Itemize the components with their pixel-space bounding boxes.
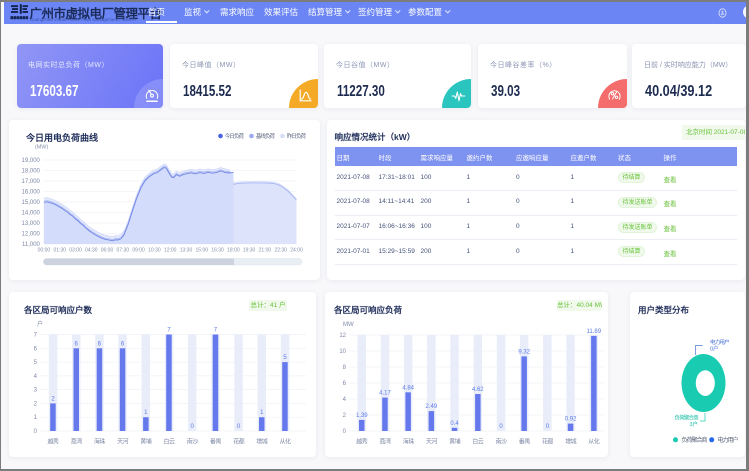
- svg-text:6: 6: [97, 341, 101, 347]
- svg-text:12,000: 12,000: [21, 231, 40, 237]
- svg-text:南沙: 南沙: [186, 438, 198, 446]
- svg-text:天河: 天河: [426, 438, 438, 446]
- svg-text:0: 0: [499, 424, 503, 430]
- svg-text:白云: 白云: [163, 438, 175, 446]
- svg-text:04:30: 04:30: [85, 247, 98, 253]
- svg-text:2: 2: [51, 396, 55, 402]
- svg-text:19,000: 19,000: [21, 158, 40, 164]
- svg-text:12: 12: [339, 333, 346, 339]
- svg-text:21:00: 21:00: [258, 247, 271, 253]
- svg-text:番禺: 番禺: [519, 439, 531, 446]
- svg-text:(MW): (MW): [34, 144, 48, 150]
- svg-text:荔湾: 荔湾: [70, 438, 82, 446]
- svg-text:黄埔: 黄埔: [140, 438, 152, 446]
- svg-text:南沙: 南沙: [495, 438, 507, 446]
- svg-text:19:30: 19:30: [242, 247, 255, 253]
- svg-text:18:00: 18:00: [227, 247, 240, 253]
- svg-text:13:30: 13:30: [179, 247, 192, 253]
- svg-text:0: 0: [190, 424, 194, 430]
- svg-text:24:00: 24:00: [290, 247, 303, 253]
- svg-text:负荷聚合商: 负荷聚合商: [674, 414, 699, 422]
- svg-text:基线负荷: 基线负荷: [255, 132, 275, 140]
- svg-text:MW: MW: [343, 322, 354, 328]
- svg-text:花都: 花都: [233, 438, 245, 446]
- svg-text:17,000: 17,000: [21, 179, 40, 185]
- svg-text:海珠: 海珠: [93, 438, 105, 446]
- svg-text:3户: 3户: [689, 420, 698, 428]
- svg-text:0户: 0户: [710, 345, 719, 353]
- svg-text:黄埔: 黄埔: [449, 438, 461, 446]
- svg-text:15,000: 15,000: [21, 200, 40, 206]
- svg-text:今日负荷: 今日负荷: [224, 132, 244, 140]
- svg-text:0: 0: [546, 424, 550, 430]
- svg-text:越秀: 越秀: [356, 438, 368, 446]
- svg-text:负荷聚合商: 负荷聚合商: [682, 436, 708, 444]
- svg-text:4.84: 4.84: [402, 385, 414, 391]
- svg-text:6: 6: [120, 341, 124, 347]
- svg-text:天河: 天河: [117, 438, 129, 446]
- svg-text:18,000: 18,000: [21, 168, 40, 174]
- svg-text:从化: 从化: [279, 438, 291, 446]
- svg-text:7: 7: [167, 328, 171, 334]
- svg-text:6: 6: [33, 346, 37, 352]
- svg-text:海珠: 海珠: [403, 438, 415, 446]
- svg-text:从化: 从化: [588, 438, 600, 446]
- svg-text:12:00: 12:00: [163, 247, 176, 253]
- svg-text:2.49: 2.49: [426, 404, 438, 410]
- svg-text:13,000: 13,000: [21, 221, 40, 227]
- svg-text:1.39: 1.39: [356, 413, 368, 419]
- svg-text:01:30: 01:30: [53, 247, 66, 253]
- svg-text:4: 4: [343, 397, 347, 403]
- svg-text:4.17: 4.17: [379, 391, 391, 397]
- svg-text:6: 6: [343, 381, 347, 387]
- svg-text:1: 1: [144, 410, 148, 416]
- svg-text:06:00: 06:00: [100, 247, 113, 253]
- svg-text:07:30: 07:30: [116, 247, 129, 253]
- svg-text:4: 4: [33, 374, 37, 380]
- svg-text:昨日负荷: 昨日负荷: [286, 132, 306, 140]
- svg-text:2: 2: [33, 401, 37, 407]
- svg-text:00:00: 00:00: [37, 247, 50, 253]
- svg-text:4.62: 4.62: [472, 387, 484, 393]
- svg-text:22:30: 22:30: [274, 247, 287, 253]
- svg-text:1: 1: [33, 415, 37, 421]
- svg-text:0: 0: [236, 424, 240, 430]
- svg-text:增城: 增城: [256, 438, 268, 446]
- svg-text:10:30: 10:30: [148, 247, 161, 253]
- svg-text:户: 户: [37, 320, 43, 328]
- svg-text:2: 2: [343, 413, 347, 419]
- svg-text:电力用户: 电力用户: [718, 436, 739, 444]
- svg-text:0: 0: [33, 429, 37, 435]
- svg-text:5: 5: [33, 360, 37, 366]
- svg-text:10: 10: [339, 349, 346, 355]
- svg-text:16:30: 16:30: [211, 247, 224, 253]
- svg-text:16,000: 16,000: [21, 189, 40, 195]
- svg-text:番禺: 番禺: [209, 439, 221, 446]
- svg-text:7: 7: [33, 333, 37, 339]
- svg-text:11,000: 11,000: [21, 242, 40, 248]
- svg-text:荔湾: 荔湾: [379, 438, 391, 446]
- svg-text:14,000: 14,000: [21, 210, 40, 216]
- svg-text:8: 8: [343, 365, 347, 371]
- svg-text:1: 1: [260, 410, 264, 416]
- svg-text:3: 3: [33, 388, 37, 394]
- svg-text:09:00: 09:00: [132, 247, 145, 253]
- svg-text:增城: 增城: [565, 438, 577, 446]
- svg-text:15:00: 15:00: [195, 247, 208, 253]
- svg-text:9.32: 9.32: [518, 349, 530, 355]
- svg-text:6: 6: [74, 341, 78, 347]
- svg-text:7: 7: [213, 328, 217, 334]
- svg-text:11.89: 11.89: [587, 329, 602, 335]
- svg-text:0.4: 0.4: [450, 421, 459, 427]
- svg-text:0: 0: [343, 429, 347, 435]
- svg-text:电力用户: 电力用户: [710, 338, 729, 346]
- svg-text:5: 5: [283, 355, 287, 361]
- svg-text:白云: 白云: [472, 438, 484, 446]
- svg-text:03:00: 03:00: [69, 247, 82, 253]
- svg-text:花都: 花都: [542, 438, 554, 446]
- svg-text:越秀: 越秀: [47, 438, 59, 446]
- svg-text:0.92: 0.92: [565, 417, 577, 423]
